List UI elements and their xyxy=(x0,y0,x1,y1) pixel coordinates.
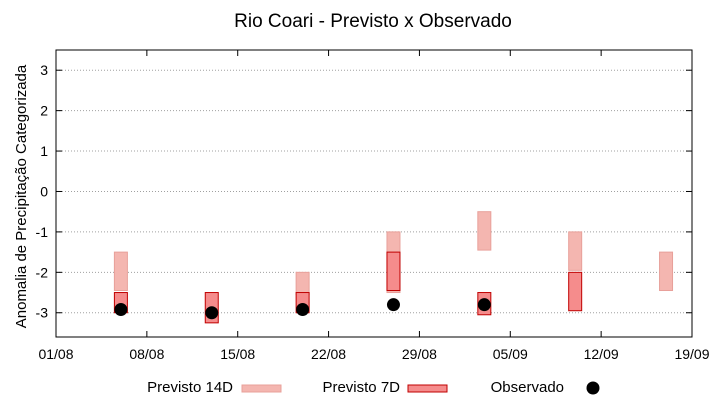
x-tick-label: 22/08 xyxy=(311,346,346,362)
series-observado xyxy=(114,298,491,320)
chart-title: Rio Coari - Previsto x Observado xyxy=(234,11,512,32)
y-tick-label: 1 xyxy=(40,143,48,159)
observado-point xyxy=(477,298,491,312)
observado-point xyxy=(205,306,219,320)
legend-label: Previsto 14D xyxy=(147,379,233,396)
y-tick-label: -1 xyxy=(36,224,49,240)
y-tick-label: 3 xyxy=(40,62,48,78)
previsto-14d-bar xyxy=(113,251,128,292)
legend-item: Previsto 7D xyxy=(322,379,448,396)
x-tick-label: 15/08 xyxy=(220,346,255,362)
previsto-14d-bar xyxy=(295,271,310,296)
legend-swatch xyxy=(586,381,600,395)
observado-point xyxy=(114,303,128,317)
legend-item: Previsto 14D xyxy=(147,379,282,396)
legend: Previsto 14D Previsto 7D Observado xyxy=(147,379,600,396)
x-tick-label: 12/09 xyxy=(584,346,619,362)
y-axis-label: Anomalia de Precipitação Categorizada xyxy=(13,64,30,328)
x-tick-label: 19/09 xyxy=(674,346,709,362)
series-previsto-7d xyxy=(113,251,583,324)
y-tick-label: -2 xyxy=(36,264,49,280)
x-tick-label: 01/08 xyxy=(38,346,73,362)
plot-frame xyxy=(55,49,693,338)
x-tick-label: 29/08 xyxy=(402,346,437,362)
y-tick-label: 0 xyxy=(40,183,48,199)
legend-label: Previsto 7D xyxy=(322,379,400,396)
x-tick-label: 05/09 xyxy=(493,346,528,362)
y-tick-label: -3 xyxy=(36,305,49,321)
grid-layer xyxy=(56,69,692,314)
y-tick-label: 2 xyxy=(40,103,48,119)
observado-point xyxy=(296,303,310,317)
previsto-7d-bar xyxy=(568,271,583,312)
previsto-14d-bar xyxy=(477,211,492,251)
axis-ticks: 3 2 1 0 -1 -2 -3 01/08 08/08 15/08 22/08 29/08 05/09… xyxy=(36,50,710,362)
previsto-7d-bar xyxy=(386,251,401,292)
legend-swatch xyxy=(241,384,282,393)
x-tick-label: 08/08 xyxy=(129,346,164,362)
previsto-14d-bar xyxy=(568,231,583,271)
previsto-14d-bar xyxy=(659,251,674,292)
legend-swatch xyxy=(407,384,448,393)
legend-label: Observado xyxy=(491,379,564,396)
observado-point xyxy=(386,298,400,312)
legend-item: Observado xyxy=(491,379,600,396)
